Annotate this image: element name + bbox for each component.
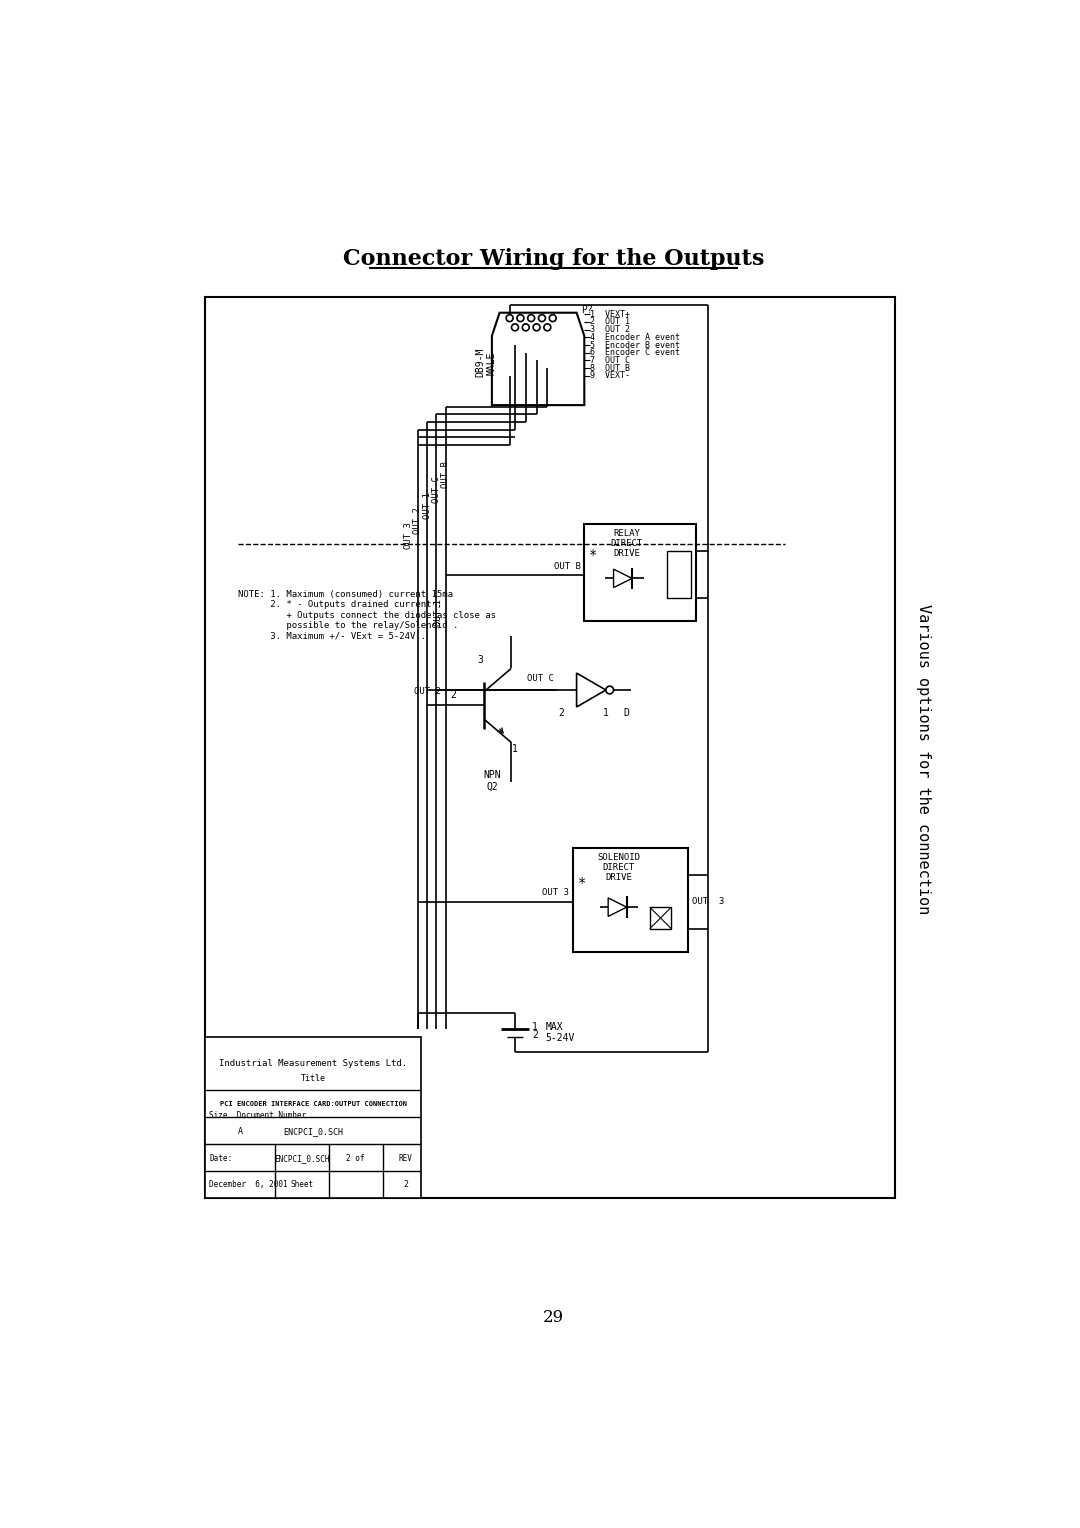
Text: OUT 3: OUT 3 [404,523,414,550]
Text: NOTE: 1. Maximum (consumed) current 15ma
      2. * - Outputs drained current ;
: NOTE: 1. Maximum (consumed) current 15ma… [238,590,496,640]
Text: 1  VEXT+: 1 VEXT+ [591,310,631,319]
Text: OUT 3: OUT 3 [542,888,569,897]
Text: December  6, 2001: December 6, 2001 [210,1180,288,1189]
Text: Q2: Q2 [486,781,498,792]
Text: Sheet: Sheet [291,1180,313,1189]
Text: 1: 1 [603,707,609,718]
Text: DIRECT: DIRECT [603,863,635,871]
Text: REV: REV [399,1154,413,1163]
Text: DIRECT: DIRECT [610,539,643,549]
Text: 1: 1 [532,1022,538,1033]
Text: Industrial Measurement Systems Ltd.: Industrial Measurement Systems Ltd. [219,1059,407,1068]
Text: A: A [238,1126,243,1135]
Text: OUT C: OUT C [527,674,554,683]
Bar [205,298,894,1198]
Text: 2: 2 [558,707,564,718]
Text: 9  VEXT-: 9 VEXT- [591,371,631,380]
Text: 7  OUT C: 7 OUT C [591,356,631,365]
Polygon shape [577,672,606,707]
Text: 6  Encoder C event: 6 Encoder C event [591,348,680,358]
Bar [572,848,688,952]
Text: 2: 2 [450,689,457,700]
Text: OUT 1: OUT 1 [422,492,432,518]
Text: SOLENOID: SOLENOID [597,853,640,862]
Text: OUT C: OUT C [432,477,441,503]
Text: OUT B: OUT B [442,461,450,487]
Polygon shape [491,313,584,405]
Text: Various options for the connection: Various options for the connection [916,604,931,914]
Text: 2  OUT 1: 2 OUT 1 [591,318,631,327]
Text: 5  Encoder B event: 5 Encoder B event [591,341,680,350]
Text: OUT 2: OUT 2 [414,507,422,535]
Text: Title: Title [300,1074,326,1083]
Text: *: * [590,549,597,562]
Text: DRIVE: DRIVE [613,549,640,558]
Text: 2: 2 [532,1030,538,1041]
Text: OUT 2: OUT 2 [414,688,441,697]
Polygon shape [608,898,626,917]
Text: *: * [578,876,586,889]
Text: DRIVE: DRIVE [606,872,633,882]
Text: Date:: Date: [210,1154,232,1163]
Bar [650,908,672,929]
Text: 3  OUT 2: 3 OUT 2 [591,325,631,335]
Text: 2: 2 [403,1180,408,1189]
Text: ENCPCI_0.SCH: ENCPCI_0.SCH [283,1126,343,1135]
Text: D: D [624,707,630,718]
Polygon shape [613,568,632,588]
Text: Size  Document Number: Size Document Number [210,1111,307,1120]
Text: 8  OUT B: 8 OUT B [591,364,631,373]
Text: PCI ENCODER INTERFACE CARD:OUTPUT CONNECTION: PCI ENCODER INTERFACE CARD:OUTPUT CONNEC… [219,1102,407,1108]
Text: 3: 3 [477,656,483,665]
Text: 2 of: 2 of [347,1154,365,1163]
Bar [205,1036,421,1198]
Bar [584,524,696,620]
Text: OUT  3: OUT 3 [692,897,725,906]
Text: Connector Wiring for the Outputs: Connector Wiring for the Outputs [342,248,765,270]
Text: 1: 1 [512,744,518,753]
Text: ENCPCI_0.SCH: ENCPCI_0.SCH [274,1154,329,1163]
Text: 4  Encoder A event: 4 Encoder A event [591,333,680,342]
Bar [667,552,690,597]
Text: P?: P? [581,306,593,315]
Text: OUT 1: OUT 1 [434,599,443,626]
Text: NPN: NPN [483,770,501,779]
Text: MAX
5-24V: MAX 5-24V [545,1022,576,1044]
Text: DB9-M
MALE: DB9-M MALE [475,348,497,377]
Text: OUT B: OUT B [554,562,580,571]
Text: 29: 29 [543,1309,564,1326]
Text: RELAY: RELAY [613,529,640,538]
